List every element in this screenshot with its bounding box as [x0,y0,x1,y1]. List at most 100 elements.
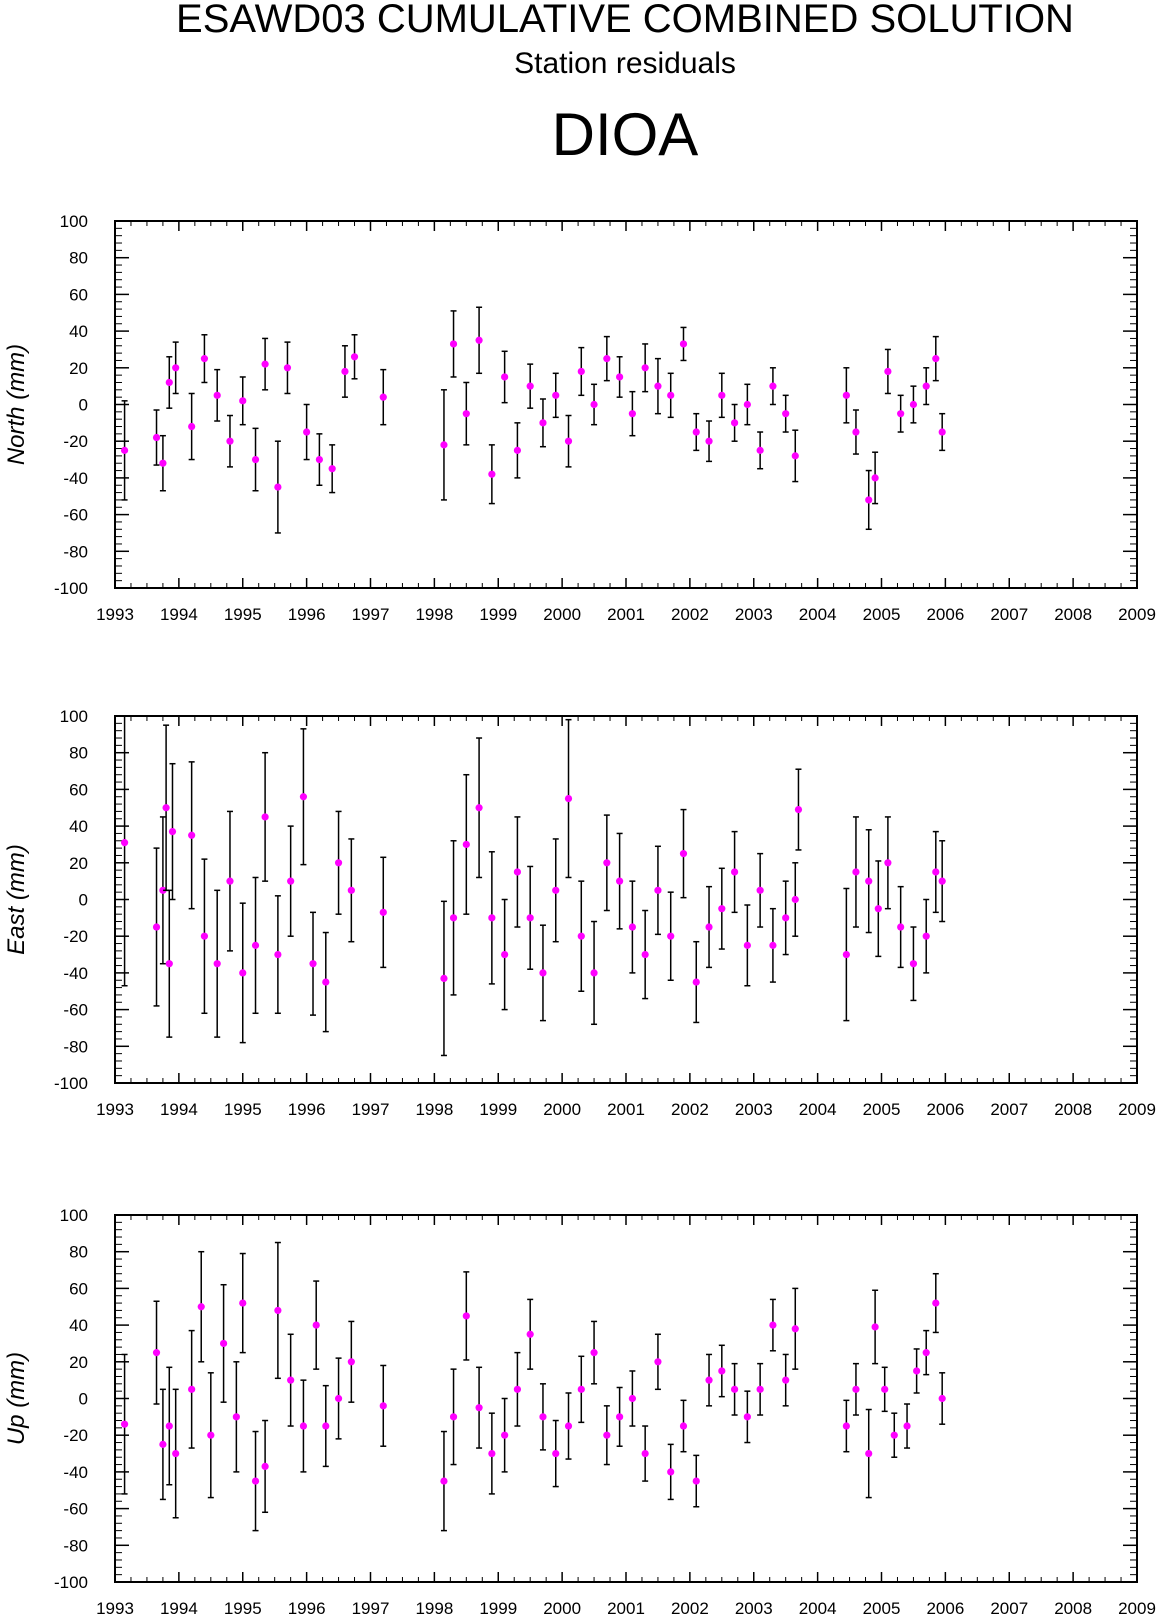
y-tick-label: -20 [63,927,88,946]
data-points [120,716,946,1057]
y-tick-label: 60 [69,1279,88,1298]
x-tick-label: 1996 [288,1599,326,1618]
data-point [782,914,790,922]
data-point [539,1413,547,1421]
data-point [488,1449,496,1458]
data-point [226,437,234,445]
x-tick-label: 1994 [160,1599,198,1618]
y-tick-label: 40 [69,817,88,836]
data-point [168,828,177,836]
data-point [251,1477,260,1485]
data-point [347,886,355,894]
data-point [881,1385,889,1393]
x-tick-label: 2009 [1118,1599,1156,1618]
data-point [152,433,161,442]
data-point [539,419,547,427]
data-point [641,364,649,372]
y-tick-label: -60 [63,1001,88,1020]
data-point [513,868,522,876]
data-point [440,1477,448,1485]
data-point [440,974,448,983]
data-point [590,1349,598,1357]
data-point [165,378,173,387]
data-point [791,1325,799,1333]
x-tick-label: 2002 [671,1100,709,1119]
y-tick-label: 80 [69,249,88,268]
data-point [782,1376,790,1384]
data-point [152,1349,161,1357]
data-point [730,1385,739,1393]
y-tick-label: 80 [69,744,88,763]
data-point [628,410,636,418]
data-point [197,1303,205,1311]
data-point [769,941,777,949]
data-point [120,446,129,454]
data-point [172,1449,180,1458]
data-point [299,1422,308,1430]
data-point [239,969,247,977]
data-point [667,932,675,940]
data-point [756,446,764,454]
data-point [322,978,330,986]
data-point [897,923,905,931]
y-tick-label: 40 [69,1316,88,1335]
data-point [526,914,534,922]
x-tick-label: 1993 [96,1599,134,1618]
x-tick-label: 1998 [415,1100,453,1119]
data-point [379,393,387,401]
data-point [350,353,359,361]
data-point [475,804,483,812]
y-tick-label: -100 [54,579,88,598]
y-tick-label: -20 [63,1426,88,1445]
data-point [909,960,918,968]
data-point [628,923,636,931]
data-point [328,465,336,473]
x-tick-label: 2004 [799,1599,837,1618]
data-point [922,1349,930,1357]
data-point [462,410,470,418]
data-point [274,1306,282,1315]
y-axis-label: Up (mm) [3,1352,30,1445]
data-point [743,1413,751,1421]
data-point [287,877,295,885]
data-point [603,1431,611,1439]
data-point [577,367,585,376]
x-tick-label: 1999 [479,1100,517,1119]
data-point [475,336,483,344]
data-point [440,441,448,449]
y-tick-label: 100 [60,707,88,726]
data-points [120,1241,946,1532]
x-tick-label: 1998 [415,1599,453,1618]
data-point [842,950,850,959]
data-point [513,1385,522,1393]
x-tick-label: 1995 [224,1599,262,1618]
y-tick-label: 100 [60,1206,88,1225]
data-point [603,355,611,363]
data-point [162,804,170,812]
data-point [200,932,209,940]
x-tick-label: 2006 [926,1100,964,1119]
data-point [165,1422,173,1430]
data-point [462,1312,470,1320]
data-point [865,496,873,504]
data-point [791,895,799,904]
data-point [462,840,470,849]
data-point [159,459,167,467]
data-point [897,410,905,418]
data-point [526,1330,534,1338]
chart-subtitle: Station residuals [514,47,736,80]
data-point [552,1449,560,1458]
data-point [884,859,892,867]
y-tick-label: 0 [79,891,88,910]
data-point [654,382,662,390]
data-point [616,1413,624,1421]
data-point [852,868,860,876]
data-point [226,877,234,885]
x-tick-label: 1996 [288,1100,326,1119]
data-point [705,923,713,931]
x-tick-label: 1999 [479,605,517,624]
x-tick-label: 1994 [160,1100,198,1119]
y-tick-label: 20 [69,1353,88,1372]
data-point [552,886,560,894]
data-point [564,794,573,803]
